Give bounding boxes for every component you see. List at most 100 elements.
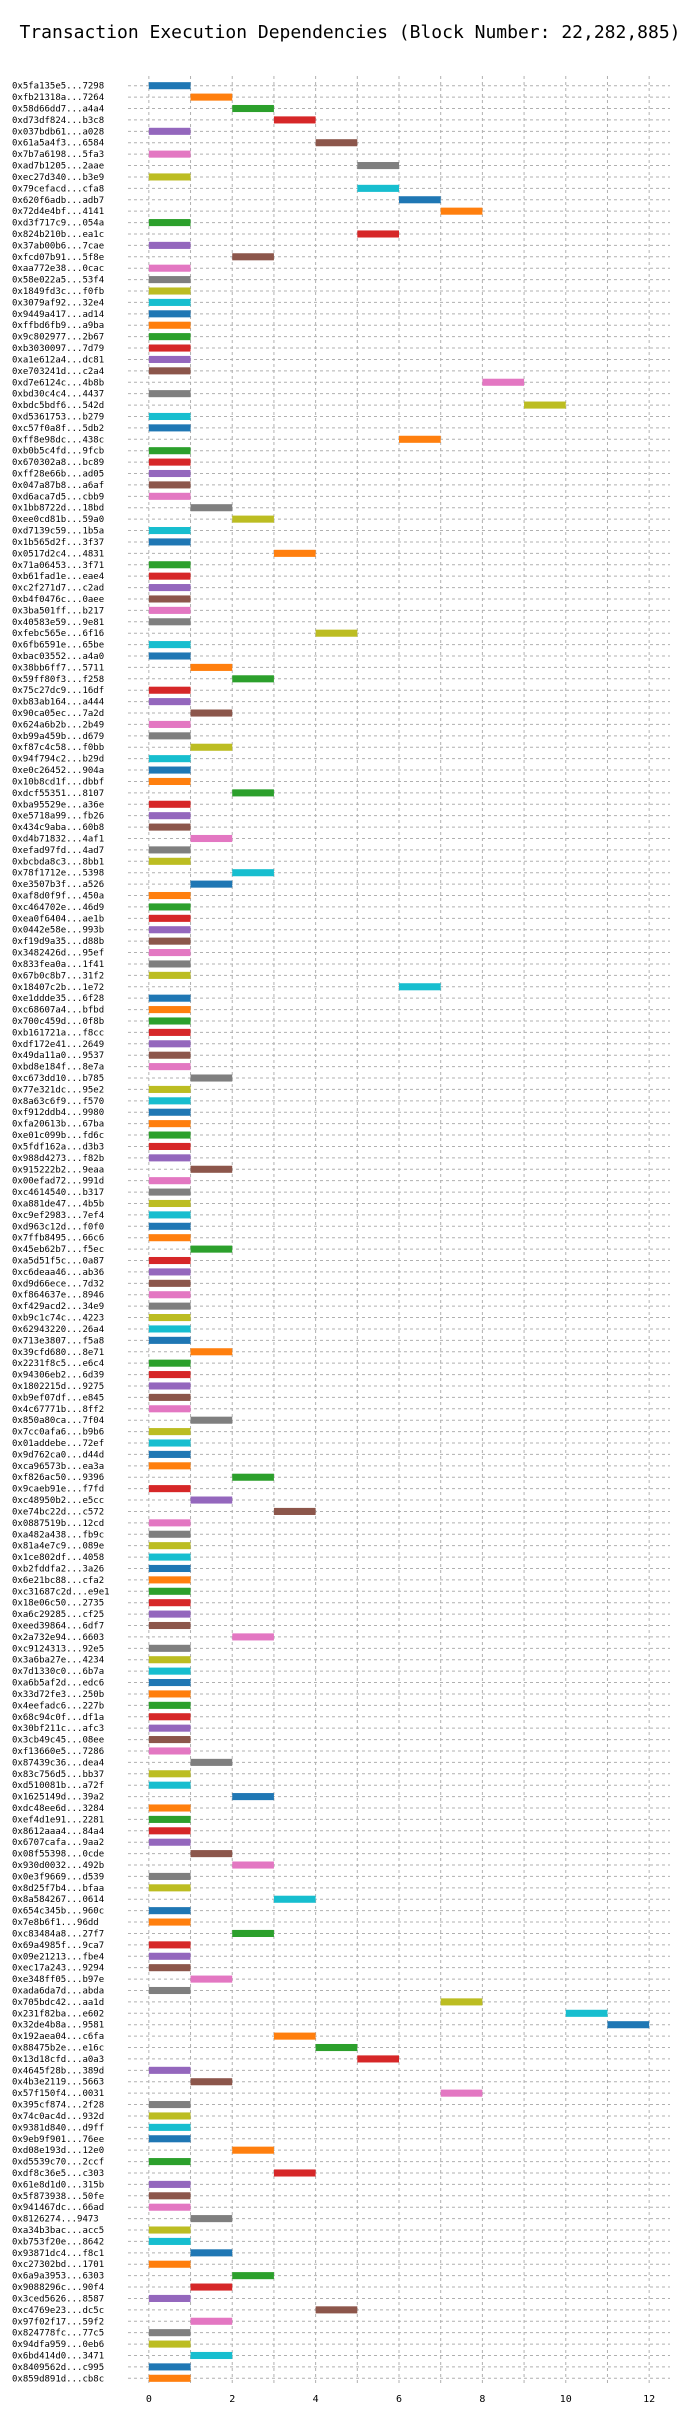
bar [148,652,191,660]
y-tick-label: 0x859d891d...cb8c [12,2374,104,2384]
bar [148,1211,191,1219]
bar [148,241,191,249]
bar [315,629,358,637]
y-tick-label: 0x1ce802df...4058 [12,1553,104,1563]
bar [148,2192,191,2200]
bar [148,1120,191,1128]
y-tick-label: 0x18e06c50...2735 [12,1599,104,1609]
y-tick-label: 0x713e3807...f5a8 [12,1336,104,1346]
y-tick-label: 0xe0c26452...904a [12,766,104,776]
bar [190,880,233,888]
y-tick-label: 0xfa20613b...67ba [12,1120,104,1130]
bar [190,1496,233,1504]
y-tick-label: 0xdcf55351...8107 [12,789,104,799]
bar [148,755,191,763]
y-tick-label: 0x8612aaa4...84a4 [12,1827,104,1837]
y-tick-label: 0x434c9aba...60b8 [12,823,104,833]
y-tick-label: 0x395cf874...2f28 [12,2101,104,2111]
y-tick-label: 0x68c94c0f...df1a [12,1713,104,1723]
y-tick-label: 0xca96573b...ea3a [12,1462,104,1472]
bar [148,1986,191,1995]
bar [148,1610,191,1618]
y-tick-label: 0x6bd414d0...3471 [12,2351,104,2361]
y-tick-label: 0x69a4985f...9ca7 [12,1941,104,1951]
bar [148,857,191,865]
y-tick-label: 0xdc48ee6d...3284 [12,1804,104,1814]
bar [148,823,191,831]
y-tick-label: 0xd7139c59...1b5a [12,527,104,537]
y-tick-label: 0xe3507b3f...a526 [12,880,104,890]
y-tick-label: 0xa1e612a4...dc81 [12,355,104,365]
bar [190,1416,233,1424]
bar [148,1131,191,1139]
y-tick-label: 0xd5361753...b279 [12,412,104,422]
bar [482,378,525,386]
y-tick-label: 0xb2fddfa2...3a26 [12,1564,104,1574]
y-tick-label: 0xf912ddb4...9980 [12,1108,104,1118]
bar [357,230,399,238]
y-tick-label: 0xc464702e...46d9 [12,903,104,913]
y-tick-label: 0xd08e193d...12e0 [12,2146,104,2156]
y-tick-label: 0x59ff80f3...f258 [12,675,104,685]
y-tick-label: 0x57f150f4...0031 [12,2089,104,2099]
bar [148,732,191,740]
bar [148,800,191,808]
bar [148,321,191,329]
bar [148,481,191,489]
bar [357,162,399,170]
y-tick-label: 0x705bdc42...aa1d [12,1998,104,2008]
bar [148,1028,191,1036]
bar [148,390,191,398]
y-tick-label: 0x5f873938...50fe [12,2192,104,2202]
y-tick-label: 0xb161721a...f8cc [12,1028,104,1038]
bar [315,2043,358,2052]
y-tick-label: 0xec17a243...9294 [12,1964,104,1974]
bar [148,1621,191,1630]
bar [148,173,191,181]
y-tick-label: 0xd73df824...b3c8 [12,116,104,126]
y-tick-label: 0xee0cd81b...59a0 [12,515,104,525]
bar [273,116,316,124]
bar [273,549,316,557]
y-tick-label: 0xa6c29285...cf25 [12,1610,104,1620]
y-tick-label: 0x7d1330c0...6b7a [12,1667,104,1677]
y-tick-label: 0x2231f8c5...e6c4 [12,1359,104,1369]
bar [190,1758,233,1766]
y-tick-label: 0xd7e6124c...4b8b [12,378,104,388]
y-tick-label: 0xffbd6fb9...a9ba [12,321,104,331]
y-tick-label: 0xd510081b...a72f [12,1781,104,1791]
bar [148,287,191,295]
x-axis-ticks: 0 2 4 6 8 10 12 [146,2394,655,2405]
y-tick-label: 0xdf172e41...2649 [12,1040,104,1050]
bar [315,139,358,147]
y-tick-label: 0x75c27dc9...16df [12,686,104,696]
bar [148,2329,191,2337]
y-tick-label: 0x49da11a0...9537 [12,1051,104,1061]
y-tick-label: 0xf87c4c58...f0bb [12,743,104,753]
bar [148,2203,191,2211]
bar [148,1177,191,1185]
x-tick-label: 4 [313,2394,319,2405]
bar [148,1462,191,1470]
y-tick-label: 0xa482a438...fb9c [12,1530,104,1540]
y-tick-label: 0x7e8b6f1...96dd [12,1918,99,1928]
y-tick-label: 0x8a584267...0614 [12,1895,104,1905]
bar [148,698,191,706]
bar [148,127,191,135]
bar [148,1542,191,1550]
bar [190,2317,233,2325]
bar [148,971,191,979]
y-tick-label: 0xb61fad1e...eae4 [12,572,104,582]
y-tick-label: 0xb99a459b...d679 [12,732,104,742]
y-tick-label: 0xb0b5c4fd...9fcb [12,447,104,457]
bar [190,1850,233,1858]
bar [148,367,191,375]
bar [148,1291,191,1299]
y-tick-label: 0x10b8cd1f...dbbf [12,777,104,787]
bar [148,1530,191,1538]
y-tick-label: 0x88475b2e...e16c [12,2044,104,2054]
y-tick-label: 0x45eb62b7...f5ec [12,1245,104,1255]
y-tick-label: 0x670302a8...bc89 [12,458,104,468]
y-tick-label: 0x58e022a5...53f4 [12,276,104,286]
